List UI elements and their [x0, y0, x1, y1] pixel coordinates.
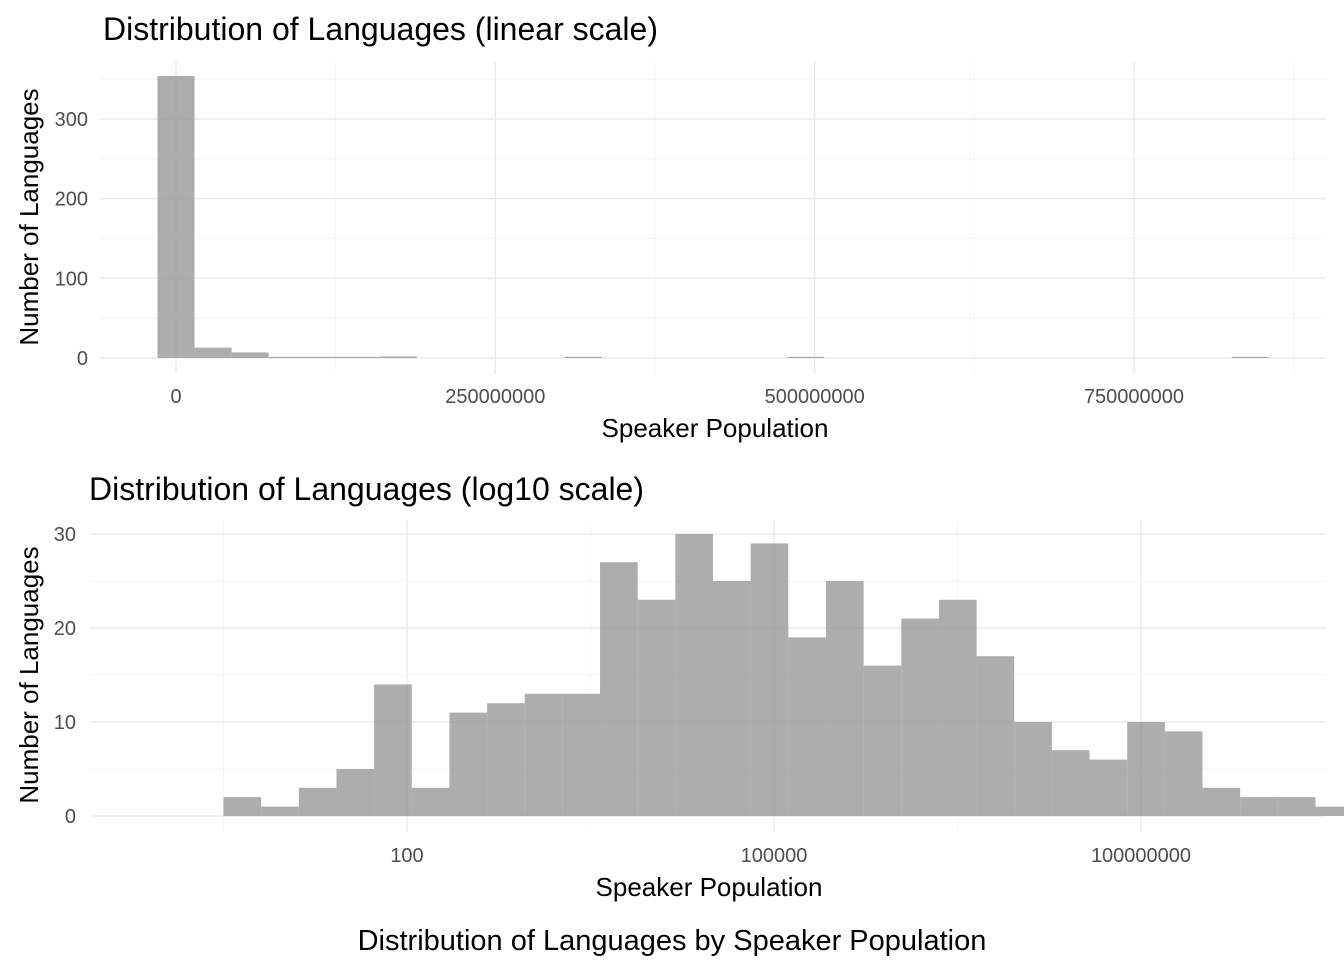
- y-tick-label: 10: [54, 712, 76, 734]
- x-tick-label: 100: [390, 845, 423, 867]
- histogram-bar: [1202, 787, 1241, 816]
- y-tick-label: 200: [55, 189, 88, 211]
- histogram-bar: [1231, 356, 1269, 358]
- y-tick-label: 100: [55, 268, 88, 290]
- histogram-bar: [1277, 797, 1316, 816]
- y-tick-label: 30: [54, 524, 76, 546]
- log-tick-labels: 100 100000 100000000 0 10 20 30: [54, 524, 1191, 867]
- histogram-bar: [1014, 722, 1052, 816]
- log-bars: [223, 534, 1344, 816]
- histogram-bar: [411, 787, 450, 816]
- histogram-bar: [564, 356, 602, 358]
- histogram-bar: [231, 352, 269, 358]
- histogram-bar: [379, 356, 417, 358]
- histogram-bar: [342, 356, 380, 358]
- linear-gridlines: [100, 62, 1326, 374]
- histogram-bar: [449, 712, 488, 816]
- histogram-bar: [637, 599, 676, 816]
- histogram-bar: [194, 347, 232, 358]
- histogram-bar: [787, 356, 825, 358]
- histogram-bar: [157, 75, 195, 358]
- histogram-bar: [750, 543, 789, 816]
- log-histogram-panel: Distribution of Languages (log10 scale) …: [14, 471, 1344, 902]
- log-y-axis-title: Number of Languages: [14, 546, 44, 803]
- linear-y-axis-title: Number of Languages: [14, 88, 44, 345]
- y-tick-label: 300: [55, 109, 88, 131]
- x-tick-label: 500000000: [765, 386, 865, 408]
- histogram-bar: [713, 581, 751, 816]
- histogram-bar: [1051, 750, 1090, 816]
- histogram-bar: [268, 356, 306, 358]
- histogram-bar: [223, 797, 262, 816]
- linear-tick-labels: 0 250000000 500000000 750000000 0 100 200 300: [55, 109, 1184, 408]
- x-tick-label: 250000000: [445, 386, 545, 408]
- histogram-bar: [938, 599, 977, 816]
- y-tick-label: 0: [77, 348, 88, 370]
- log-x-axis-title: Speaker Population: [596, 872, 823, 902]
- histogram-bar: [901, 618, 939, 816]
- linear-bars: [157, 75, 1269, 358]
- histogram-bar: [298, 787, 337, 816]
- y-tick-label: 20: [54, 618, 76, 640]
- x-tick-label: 100000000: [1091, 845, 1191, 867]
- x-tick-label: 0: [170, 386, 181, 408]
- histogram-bar: [788, 637, 826, 816]
- histogram-bar: [1240, 797, 1278, 816]
- histogram-bar: [336, 769, 375, 816]
- histogram-bar: [1315, 806, 1344, 816]
- x-tick-label: 100000: [741, 845, 808, 867]
- figure-caption: Distribution of Languages by Speaker Pop…: [358, 925, 987, 957]
- log-chart-title: Distribution of Languages (log10 scale): [89, 471, 644, 507]
- x-tick-label: 750000000: [1084, 386, 1184, 408]
- histogram-bar: [374, 684, 412, 816]
- histogram-bar: [524, 693, 563, 816]
- linear-chart-title: Distribution of Languages (linear scale): [103, 11, 658, 47]
- histogram-bar: [562, 693, 601, 816]
- histogram-bar: [600, 562, 638, 816]
- histogram-bar: [487, 703, 525, 816]
- histogram-bar: [1089, 759, 1128, 816]
- linear-histogram-panel: Distribution of Languages (linear scale)…: [14, 11, 1326, 443]
- histogram-bar: [1164, 731, 1203, 816]
- y-tick-label: 0: [65, 806, 76, 828]
- histogram-bar: [305, 356, 343, 358]
- histogram-bar: [863, 665, 902, 816]
- linear-x-axis-title: Speaker Population: [602, 413, 829, 443]
- histogram-bar: [976, 656, 1015, 816]
- histogram-bar: [261, 806, 299, 816]
- histogram-bar: [825, 581, 864, 816]
- histogram-bar: [675, 534, 714, 816]
- histogram-bar: [1127, 722, 1165, 816]
